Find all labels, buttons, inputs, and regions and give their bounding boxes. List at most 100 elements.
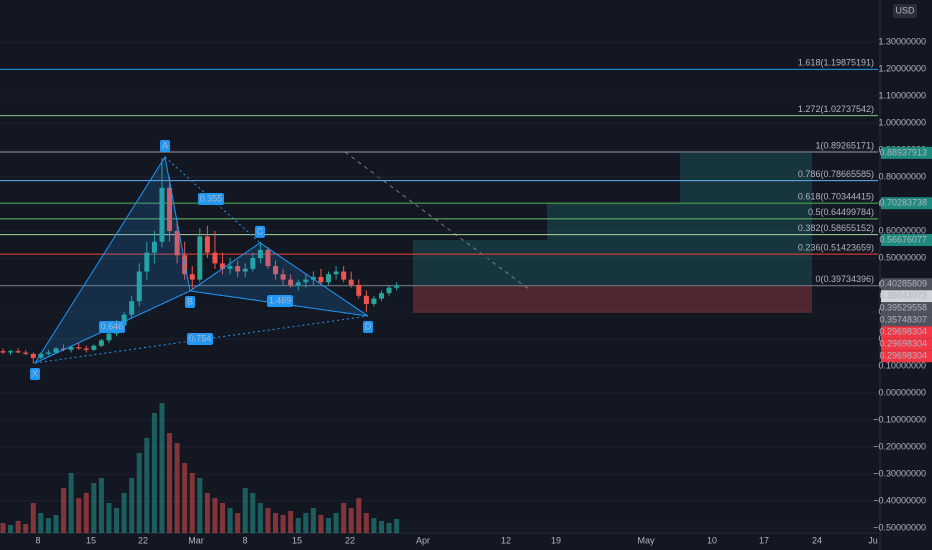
point-box [363,321,373,334]
candle-body [61,348,67,350]
candle-body [23,352,29,354]
pattern-ratio-line [34,315,369,364]
x-tick-label: 22 [138,535,148,545]
candle-body [204,236,210,253]
volume-bar [257,503,263,533]
price-marker-label: 0.35748307 [879,315,927,325]
stop-zone [413,285,812,313]
x-tick-label: Apr [416,535,430,545]
price-marker-label: 0.70283738 [879,198,927,208]
y-tick-label: 1.30000000 [878,36,926,46]
candle-body [15,351,21,353]
volume-bar [174,443,180,533]
ratio-label: 0.754 [189,333,212,343]
volume-bar [204,493,210,533]
y-tick-label: 1.20000000 [878,63,926,73]
fib-label: 0.5(0.64499784) [808,207,874,217]
fib-label: 1(0.89265171) [815,140,874,150]
candle-body [295,282,301,286]
volume-bar [273,513,279,533]
volume-bar [98,478,104,533]
volume-bar [250,493,256,533]
volume-bar [23,524,29,533]
pattern-ratio-line [164,156,261,244]
y-tick-label: −0.40000000 [873,495,926,505]
point-label: A [162,140,168,150]
y-tick-label: 0.60000000 [878,225,926,235]
volume-bar [379,521,384,533]
x-tick-label: 17 [759,535,769,545]
candle-body [106,333,112,341]
volume-bar [68,473,74,533]
volume-bar [280,515,286,533]
volume-bar [326,518,332,533]
y-tick-label: −0.30000000 [873,468,926,478]
point-label: X [32,368,38,378]
x-tick-label: May [637,535,655,545]
price-marker-box [881,197,932,210]
y-tick-label: 1.00000000 [878,117,926,127]
candle-body [68,347,74,350]
price-marker-label: 0.56676077 [879,234,927,244]
candle-body [265,249,271,267]
price-marker-label: 0.29698304 [879,327,927,337]
volume-bar [189,473,195,533]
volume-bar [151,413,157,533]
currency-box [893,4,917,18]
candle-body [242,268,248,272]
candle-body [212,252,218,264]
volume-bar [182,463,188,533]
volume-bar [121,493,127,533]
candle-body [83,348,89,350]
volume-bar [91,483,97,533]
price-marker-label: 0.29698304 [879,351,927,361]
ratio-label: 0.646 [101,321,124,331]
volume-bar [159,403,165,533]
fib-label: 0.382(0.58655152) [798,223,874,233]
volume-bar [8,525,14,533]
candle-body [197,236,203,280]
price-marker-label: 0.29698304 [879,339,927,349]
candle-body [76,347,82,349]
volume-bar [295,518,301,533]
x-tick-label: 24 [812,535,822,545]
volume-bar [45,518,51,533]
volume-bar [386,523,392,533]
candle-body [167,187,173,232]
candle-body [371,298,377,304]
candle-body [310,276,316,280]
volume-bar [144,438,150,533]
ratio-box [198,193,224,205]
fib-label: 0.786(0.78665585) [798,169,874,179]
volume-bar [212,498,218,533]
point-label: D [365,321,372,331]
candle-body [326,274,332,283]
candle-body [333,271,339,275]
currency-label: USD [895,5,915,15]
fib-label: 0.618(0.70344415) [798,191,874,201]
x-tick-label: 15 [292,535,302,545]
ratio-box [187,333,213,345]
candle-body [341,271,347,280]
volume-bar [341,503,347,533]
candle-body [379,293,384,299]
candle-body [53,348,59,353]
candle-body [121,314,127,326]
x-tick-label: Mar [188,535,204,545]
point-box [255,225,265,238]
fib-label: 1.618(1.19875191) [798,58,874,68]
volume-bar [227,508,233,533]
volume-bar [136,453,142,533]
x-tick-label: 8 [35,535,40,545]
candle-body [30,353,36,358]
candle-body [235,266,241,272]
y-tick-label: −0.20000000 [873,441,926,451]
volume-bar [129,478,135,533]
candle-body [98,340,104,346]
candle-body [394,285,400,288]
ratio-box [99,321,125,333]
point-label: C [257,226,264,236]
candle-body [8,351,14,353]
y-tick-label: 0.80000000 [878,171,926,181]
